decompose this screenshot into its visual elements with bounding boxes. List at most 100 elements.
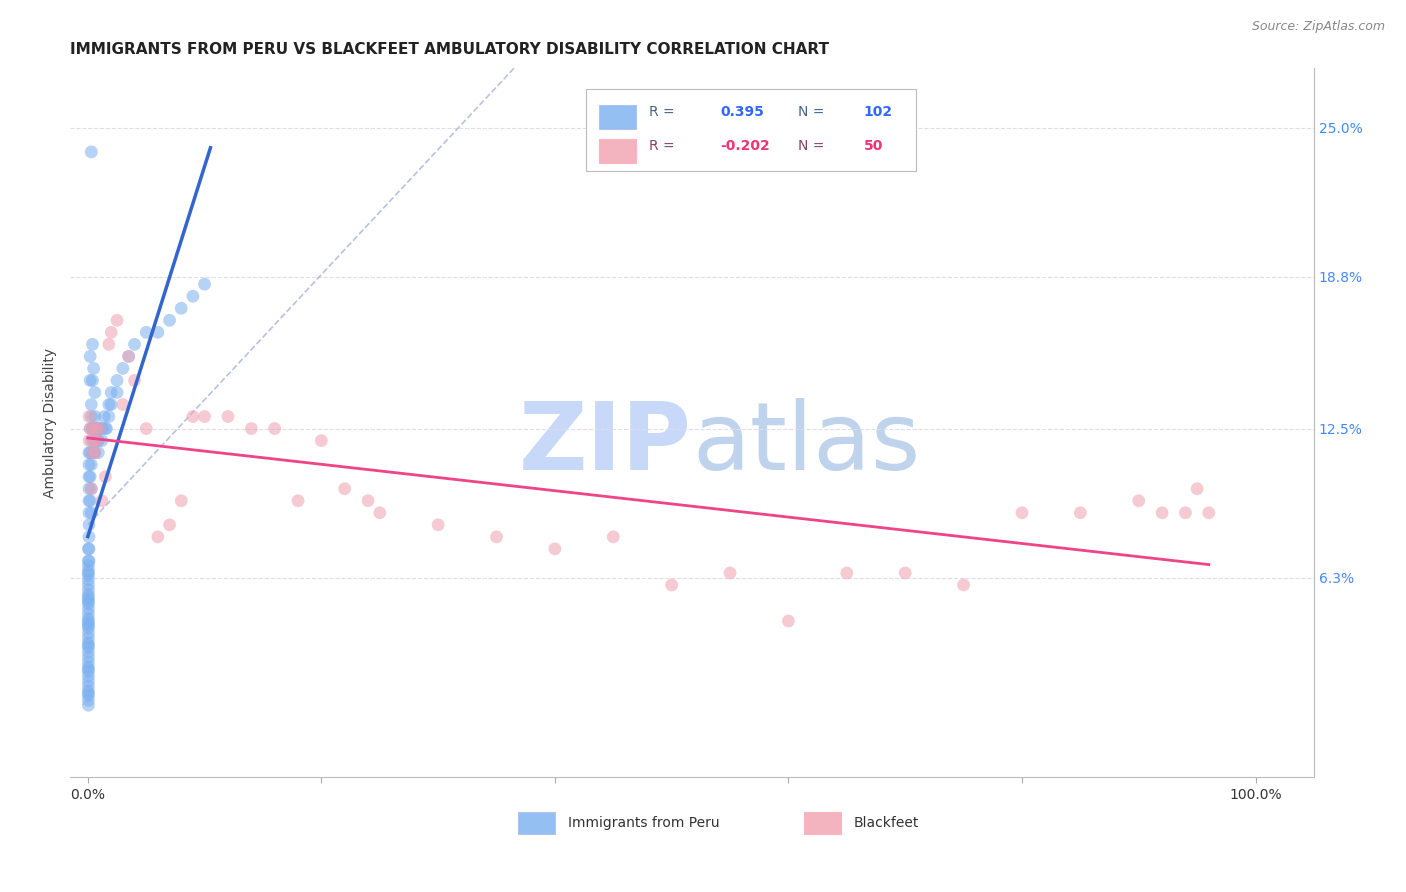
Text: N =: N = [797, 104, 828, 119]
Point [77, 590, 100, 604]
Bar [586, 89, 915, 170]
Point [170, 301, 193, 316]
Point [79, 469, 101, 483]
Bar [804, 812, 841, 834]
Point [79, 350, 101, 364]
Y-axis label: Ambulatory Disability: Ambulatory Disability [44, 348, 58, 498]
Point [105, 374, 128, 388]
Point [83, 445, 105, 459]
Point [159, 517, 181, 532]
Point [80, 397, 103, 411]
Point [77, 650, 100, 665]
Point [97, 409, 120, 424]
Point [77, 554, 100, 568]
Point [89, 421, 111, 435]
Point [77, 698, 100, 713]
Point [263, 421, 285, 435]
Point [118, 350, 141, 364]
Point [83, 409, 105, 424]
Text: ZIP: ZIP [519, 398, 692, 490]
Point [87, 434, 110, 448]
Point [77, 602, 100, 616]
Point [1152, 506, 1174, 520]
Point [86, 434, 108, 448]
Point [77, 597, 100, 611]
Point [83, 361, 105, 376]
Point [77, 566, 100, 580]
Point [82, 421, 104, 435]
Text: Immigrants from Peru: Immigrants from Peru [568, 816, 720, 830]
Point [1198, 506, 1220, 520]
Text: 50: 50 [863, 139, 883, 153]
Point [311, 434, 333, 448]
Point [80, 145, 103, 159]
Point [100, 385, 122, 400]
Point [1011, 506, 1033, 520]
Point [77, 662, 100, 676]
Point [77, 669, 100, 683]
Point [544, 541, 567, 556]
Point [181, 289, 204, 303]
Point [77, 458, 100, 472]
Point [77, 679, 100, 693]
Point [77, 619, 100, 633]
Point [77, 660, 100, 674]
Point [89, 421, 111, 435]
Point [87, 445, 110, 459]
Point [77, 541, 100, 556]
Point [77, 689, 100, 703]
Bar [599, 104, 636, 128]
Point [952, 578, 974, 592]
Point [77, 506, 100, 520]
Point [100, 397, 122, 411]
Point [77, 578, 100, 592]
Point [82, 337, 104, 351]
Point [287, 493, 309, 508]
Text: atlas: atlas [692, 398, 921, 490]
Point [82, 374, 104, 388]
Point [77, 693, 100, 707]
Point [96, 421, 118, 435]
Point [82, 445, 104, 459]
Point [77, 573, 100, 587]
Point [79, 445, 101, 459]
Point [146, 326, 169, 340]
Point [77, 626, 100, 640]
Point [77, 640, 100, 655]
Point [80, 434, 103, 448]
Point [79, 421, 101, 435]
Point [77, 665, 100, 679]
Point [77, 541, 100, 556]
Point [105, 385, 128, 400]
Point [159, 313, 181, 327]
Point [1069, 506, 1091, 520]
Point [77, 686, 100, 700]
Point [77, 568, 100, 582]
Point [83, 434, 105, 448]
Point [82, 421, 104, 435]
Point [124, 374, 146, 388]
Text: R =: R = [648, 139, 683, 153]
Point [194, 277, 217, 292]
Point [79, 493, 101, 508]
Point [146, 530, 169, 544]
Point [84, 421, 107, 435]
Point [80, 458, 103, 472]
Point [135, 421, 157, 435]
Point [97, 397, 120, 411]
Point [77, 493, 100, 508]
Point [90, 434, 112, 448]
Point [181, 409, 204, 424]
Point [77, 558, 100, 573]
Point [77, 530, 100, 544]
Point [77, 683, 100, 698]
Point [368, 506, 391, 520]
Text: Source: ZipAtlas.com: Source: ZipAtlas.com [1251, 20, 1385, 33]
Point [77, 655, 100, 669]
Point [79, 374, 101, 388]
Point [1128, 493, 1150, 508]
Point [84, 421, 107, 435]
Point [77, 554, 100, 568]
Text: 102: 102 [863, 104, 893, 119]
Point [357, 493, 380, 508]
